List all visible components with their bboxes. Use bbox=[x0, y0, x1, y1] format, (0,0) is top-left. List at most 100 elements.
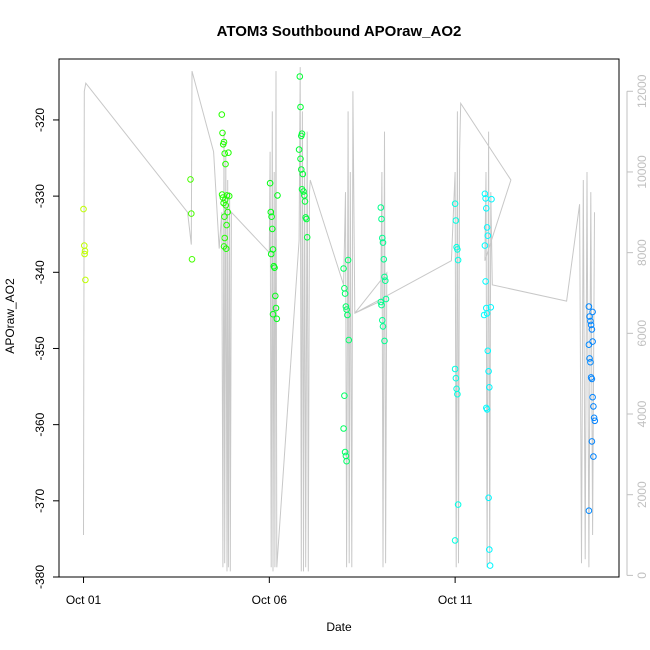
data-point bbox=[221, 234, 228, 242]
data-point bbox=[80, 205, 87, 213]
y-tick-label: -320 bbox=[33, 108, 47, 132]
data-point bbox=[586, 313, 593, 320]
data-point bbox=[382, 295, 390, 303]
data-point bbox=[588, 326, 596, 333]
data-point bbox=[296, 73, 304, 80]
data-point bbox=[485, 368, 492, 375]
data-point bbox=[268, 213, 275, 220]
data-point bbox=[341, 290, 349, 297]
x-tick-label: Oct 01 bbox=[66, 593, 102, 607]
altitude-trace-line bbox=[83, 67, 595, 572]
data-point bbox=[454, 256, 462, 264]
data-point bbox=[590, 403, 597, 410]
data-point bbox=[271, 264, 278, 272]
data-point bbox=[297, 103, 304, 111]
data-point bbox=[218, 191, 226, 198]
data-point bbox=[484, 232, 492, 239]
data-point bbox=[590, 453, 597, 460]
data-point bbox=[188, 256, 196, 263]
x-axis-label: Date bbox=[326, 620, 352, 634]
data-point bbox=[487, 304, 495, 311]
y2-tick-label: 6000 bbox=[635, 320, 649, 347]
y2-tick-label: 12000 bbox=[635, 74, 649, 108]
data-point bbox=[379, 323, 387, 330]
data-point bbox=[454, 390, 461, 398]
data-point bbox=[454, 501, 462, 508]
data-point bbox=[485, 494, 492, 502]
data-point bbox=[187, 176, 194, 183]
y2-tick-label: 2000 bbox=[635, 481, 649, 508]
data-point bbox=[379, 234, 386, 242]
data-point bbox=[452, 374, 460, 382]
data-point bbox=[378, 215, 385, 223]
data-point bbox=[222, 160, 229, 168]
data-point bbox=[225, 192, 233, 200]
data-point bbox=[274, 192, 281, 199]
data-point bbox=[341, 392, 348, 400]
data-point bbox=[451, 365, 459, 373]
data-point bbox=[344, 256, 352, 264]
y-tick-label: -370 bbox=[33, 488, 47, 512]
data-point bbox=[225, 149, 232, 156]
data-point bbox=[345, 336, 353, 344]
data-point bbox=[486, 546, 493, 553]
altitude-trace-layer bbox=[83, 67, 595, 572]
data-point bbox=[585, 507, 593, 515]
data-point bbox=[451, 200, 459, 207]
data-point bbox=[486, 384, 493, 391]
data-point bbox=[269, 225, 276, 233]
data-point bbox=[379, 239, 387, 246]
data-point bbox=[587, 358, 594, 366]
data-point bbox=[377, 298, 385, 306]
data-point bbox=[481, 190, 489, 198]
data-point bbox=[221, 213, 228, 220]
data-point bbox=[266, 179, 274, 187]
data-point bbox=[344, 311, 351, 319]
data-point bbox=[218, 111, 226, 118]
data-point bbox=[589, 308, 596, 316]
data-point bbox=[483, 205, 490, 212]
data-point bbox=[219, 129, 226, 137]
x-tick-label: Oct 06 bbox=[252, 593, 288, 607]
y2-tick-label: 10000 bbox=[635, 155, 649, 189]
data-point bbox=[451, 537, 459, 544]
data-point bbox=[454, 246, 461, 253]
data-point bbox=[590, 414, 598, 422]
data-point bbox=[220, 138, 228, 146]
data-point bbox=[483, 406, 491, 413]
data-point bbox=[588, 375, 596, 383]
data-point bbox=[298, 130, 306, 137]
plot-frame bbox=[58, 58, 620, 578]
data-point bbox=[381, 337, 388, 345]
data-point bbox=[267, 208, 275, 216]
data-point bbox=[586, 355, 593, 362]
data-point bbox=[377, 204, 385, 211]
data-point bbox=[589, 393, 596, 401]
y2-tick-label: 0 bbox=[635, 572, 649, 579]
data-point bbox=[484, 347, 492, 355]
data-points-layer bbox=[80, 73, 599, 569]
data-point bbox=[480, 311, 488, 319]
y2-tick-label: 8000 bbox=[635, 239, 649, 266]
data-point bbox=[221, 150, 228, 157]
data-point bbox=[382, 277, 389, 285]
data-point bbox=[482, 278, 489, 285]
data-point bbox=[588, 438, 596, 445]
y-tick-label: -330 bbox=[33, 184, 47, 208]
data-point bbox=[272, 292, 279, 300]
data-point bbox=[298, 186, 306, 193]
data-point bbox=[303, 234, 311, 241]
data-point bbox=[486, 562, 494, 569]
y2-tick-label: 4000 bbox=[635, 400, 649, 427]
data-point bbox=[379, 317, 386, 324]
data-point bbox=[267, 250, 275, 258]
data-point bbox=[297, 155, 304, 163]
data-point bbox=[488, 195, 495, 203]
data-point bbox=[272, 304, 280, 312]
data-point bbox=[343, 457, 350, 465]
data-point bbox=[295, 146, 303, 153]
data-point bbox=[340, 265, 347, 272]
x-tick-label: Oct 11 bbox=[438, 593, 473, 607]
data-point bbox=[82, 276, 89, 284]
